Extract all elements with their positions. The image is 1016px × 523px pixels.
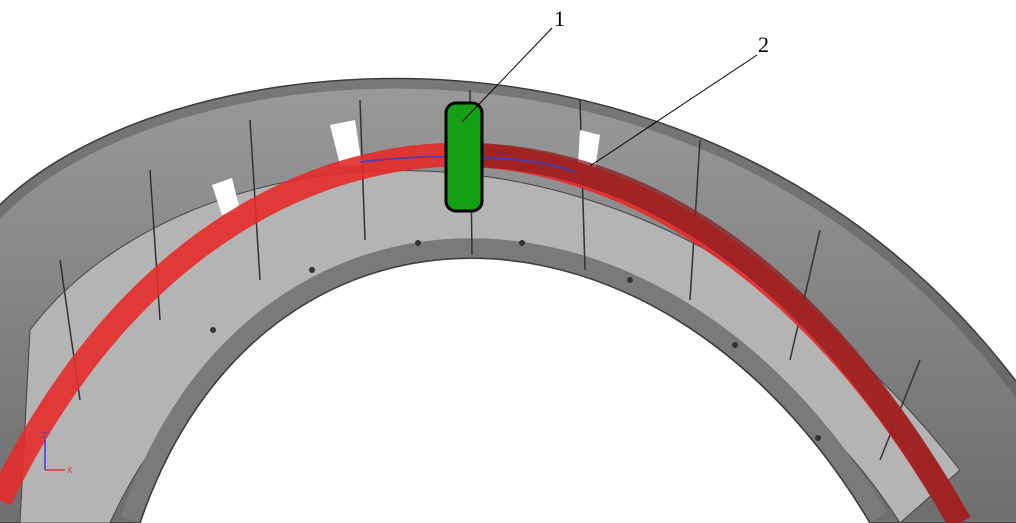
leader-line (461, 27, 553, 123)
axis-triad: Z X (42, 431, 73, 475)
axis-label: Z (42, 431, 47, 440)
callout-label: 2 (758, 32, 769, 57)
leader-line (589, 54, 758, 167)
callout-label: 1 (554, 6, 565, 31)
highlight-pad (444, 101, 484, 213)
axis-label: X (67, 466, 73, 475)
